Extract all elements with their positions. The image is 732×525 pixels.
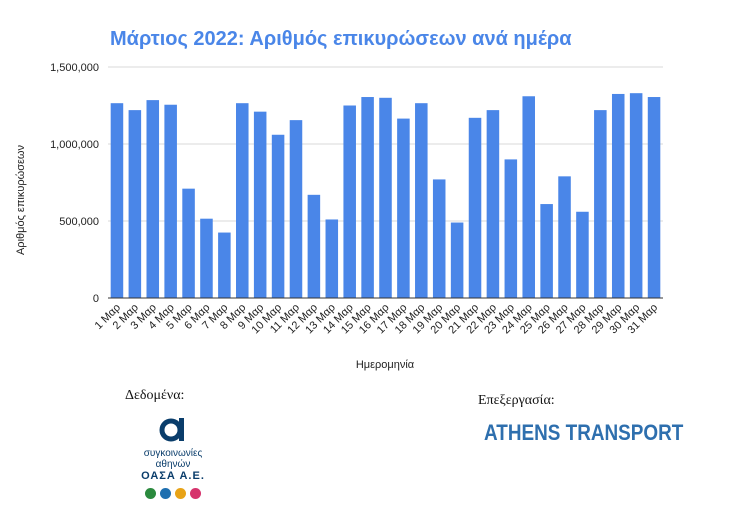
oasa-logo: συγκοινωνίες αθηνών ΟΑΣΑ Α.Ε. — [128, 415, 218, 510]
bars — [110, 93, 661, 299]
y-axis-title: Αριθμός επικυρώσεων — [15, 144, 27, 255]
bar — [164, 104, 177, 298]
oasa-name: ΟΑΣΑ Α.Ε. — [141, 470, 205, 482]
bar — [146, 100, 160, 298]
bar — [271, 134, 285, 298]
data-source-label: Δεδομένα: — [125, 388, 185, 403]
y-tick-label: 500,000 — [59, 216, 99, 228]
bar — [450, 222, 464, 298]
bar — [504, 159, 518, 298]
bar — [325, 219, 339, 298]
x-axis-title: Ημερομηνία — [356, 359, 415, 371]
tram-icon — [190, 488, 201, 499]
bar — [540, 204, 553, 298]
y-tick-label: 1,500,000 — [50, 62, 99, 74]
bar — [432, 179, 446, 298]
oasa-line-2: αθηνών — [155, 459, 191, 470]
metro-icon — [175, 488, 186, 499]
bar — [236, 103, 249, 298]
athens-transport-logo: ATHENS TRANSPORT — [484, 420, 684, 445]
bar — [200, 218, 213, 298]
y-axis-ticks: 0 500,000 1,000,000 1,500,000 — [50, 62, 99, 305]
bar — [182, 188, 195, 298]
chart-title: Μάρτιος 2022: Αριθμός επικυρώσεων ανά ημ… — [110, 28, 572, 50]
bar — [486, 110, 500, 299]
bar — [218, 232, 231, 298]
bar — [611, 93, 625, 298]
bar — [629, 93, 643, 299]
bar — [397, 118, 410, 298]
bar — [415, 103, 428, 298]
bar — [253, 111, 267, 298]
bar — [110, 103, 124, 298]
bar — [576, 211, 589, 298]
trolley-icon — [160, 488, 171, 499]
bar — [522, 96, 535, 298]
bar — [647, 97, 661, 298]
oasa-alpha-icon — [159, 418, 184, 442]
bar — [128, 110, 142, 299]
bar — [343, 105, 356, 298]
bar — [379, 97, 392, 298]
bar — [289, 120, 303, 298]
transport-mode-icons — [128, 488, 218, 499]
bar — [361, 97, 374, 298]
bar — [468, 117, 482, 298]
bar — [594, 110, 607, 299]
bar — [307, 194, 321, 298]
oasa-line-1: συγκοινωνίες — [143, 448, 203, 459]
y-tick-label: 0 — [93, 293, 99, 305]
bus-icon — [145, 488, 156, 499]
y-tick-label: 1,000,000 — [50, 139, 99, 151]
bar — [558, 176, 571, 298]
processing-label: Επεξεργασία: — [478, 393, 555, 408]
